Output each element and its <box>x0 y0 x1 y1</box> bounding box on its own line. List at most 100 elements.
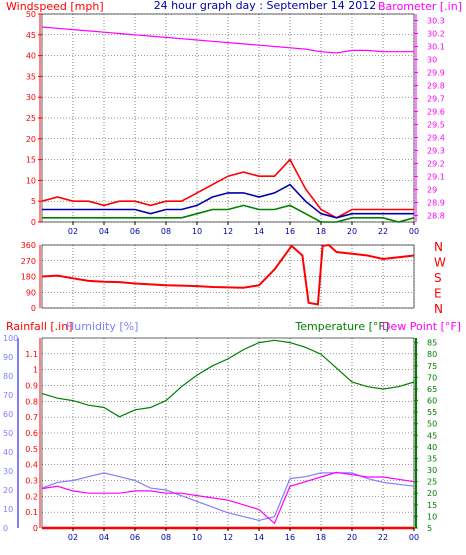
humidity-series <box>41 472 415 522</box>
barometer-axis-title: Barometer [.in] <box>378 0 462 13</box>
x-tick-label: 22 <box>378 227 388 236</box>
temperature-tick-label: 35 <box>427 454 437 463</box>
temperature-series <box>41 339 415 418</box>
windspeed-tick-label: 35 <box>26 72 36 81</box>
barometer-tick-label: 30.3 <box>427 17 445 26</box>
humidity-tick-label: 0 <box>3 524 8 533</box>
x-tick-label: 22 <box>378 533 388 542</box>
rainfall-tick-label: 0.2 <box>25 492 38 501</box>
wind-barometer-plot: 0 5 10 15 20 25 30 35 40 45 50 28.8 28.9 29 29.1 29.2 29… <box>26 10 445 236</box>
temperature-tick-label: 65 <box>427 385 437 394</box>
windspeed-tick-label: 40 <box>26 52 36 61</box>
humidity-axis-title: Humidity [%] <box>66 320 138 333</box>
x-tick-label: 18 <box>316 533 326 542</box>
windspeed-tick-label: 20 <box>26 135 36 144</box>
x-tick-label: 02 <box>68 227 78 236</box>
rainfall-tick-label: 0.1 <box>25 508 38 517</box>
barometer-tick-label: 30.2 <box>427 30 445 39</box>
windspeed-tick-label: 25 <box>26 114 36 123</box>
barometer-tick-label: 29.7 <box>427 95 445 104</box>
barometer-series <box>41 26 414 54</box>
direction-tick-label: 180 <box>21 273 36 282</box>
windspeed-tick-label: 5 <box>31 197 36 206</box>
x-tick-label: 10 <box>192 227 202 236</box>
compass-label: E <box>434 287 442 301</box>
barometer-tick-label: 29.1 <box>427 173 445 182</box>
windspeed-axis-title: Windspeed [mph] <box>6 0 104 13</box>
rainfall-tick-label: 1.1 <box>25 350 38 359</box>
x-tick-label: 18 <box>316 227 326 236</box>
barometer-tick-label: 28.9 <box>427 199 445 208</box>
humidity-tick-label: 30 <box>3 467 13 476</box>
rain-humidity-temp-plot: 0 0.1 0.2 0.3 0.4 0.5 0.6 0.7 0.8 0.9 1 1.1 0 10 20 30 4… <box>3 334 437 542</box>
x-tick-label: 16 <box>285 227 295 236</box>
barometer-tick-label: 30 <box>427 56 437 65</box>
temperature-tick-label: 70 <box>427 373 437 382</box>
temperature-tick-label: 25 <box>427 478 437 487</box>
x-tick-label: 04 <box>99 227 109 236</box>
direction-series <box>41 243 415 306</box>
humidity-tick-label: 20 <box>3 486 13 495</box>
x-tick-label: 20 <box>347 533 357 542</box>
wind_max-series <box>41 158 414 219</box>
x-tick-label: 08 <box>161 533 171 542</box>
barometer-tick-label: 29.8 <box>427 82 445 91</box>
barometer-tick-label: 29.5 <box>427 121 445 130</box>
direction-tick-label: 360 <box>21 241 36 250</box>
temperature-tick-label: 45 <box>427 431 437 440</box>
page-title: 24 hour graph day : September 14 2012 <box>154 0 377 12</box>
wind_min-series <box>42 204 415 223</box>
temperature-tick-label: 15 <box>427 501 437 510</box>
x-tick-label: 12 <box>223 533 233 542</box>
barometer-tick-label: 29.2 <box>427 160 445 169</box>
rainfall-tick-label: 0.8 <box>25 397 38 406</box>
rainfall-tick-label: 0.9 <box>25 382 38 391</box>
temperature-tick-label: 50 <box>427 420 437 429</box>
windspeed-tick-label: 10 <box>26 176 36 185</box>
temperature-tick-label: 80 <box>427 350 437 359</box>
temperature-tick-label: 30 <box>427 466 437 475</box>
direction-tick-label: 90 <box>26 288 36 297</box>
humidity-tick-label: 10 <box>3 505 13 514</box>
temperature-tick-label: 20 <box>427 489 437 498</box>
rainfall-tick-label: 0.4 <box>25 461 38 470</box>
windspeed-tick-label: 45 <box>26 31 36 40</box>
dewpoint-axis-title: Dew Point [°F] <box>382 320 461 333</box>
rainfall-axis-title: Rainfall [.in] <box>6 320 73 333</box>
direction-tick-label: 270 <box>21 257 36 266</box>
windspeed-tick-label: 30 <box>26 93 36 102</box>
x-tick-label: 14 <box>254 227 264 236</box>
barometer-tick-label: 29.3 <box>427 147 445 156</box>
humidity-tick-label: 60 <box>3 410 13 419</box>
compass-label: N <box>434 302 443 316</box>
windspeed-tick-label: 50 <box>26 10 36 19</box>
barometer-tick-label: 29.6 <box>427 108 445 117</box>
x-tick-label: 10 <box>192 533 202 542</box>
x-tick-label: 12 <box>223 227 233 236</box>
barometer-tick-label: 29.4 <box>427 134 445 143</box>
temperature-tick-label: 60 <box>427 397 437 406</box>
x-tick-label: 16 <box>285 533 295 542</box>
barometer-tick-label: 28.8 <box>427 212 445 221</box>
compass-label: S <box>434 271 442 285</box>
x-tick-label: 06 <box>130 533 140 542</box>
x-tick-label: 20 <box>347 227 357 236</box>
x-tick-label: 08 <box>161 227 171 236</box>
windspeed-tick-label: 0 <box>31 218 36 227</box>
barometer-tick-label: 29 <box>427 186 437 195</box>
direction-tick-label: 0 <box>31 304 36 313</box>
temperature-tick-label: 5 <box>427 524 432 533</box>
x-tick-label: 02 <box>68 533 78 542</box>
temperature-tick-label: 40 <box>427 443 437 452</box>
humidity-tick-label: 70 <box>3 391 13 400</box>
temperature-tick-label: 55 <box>427 408 437 417</box>
temperature-tick-label: 10 <box>427 512 437 521</box>
barometer-tick-label: 30.1 <box>427 43 445 52</box>
humidity-tick-label: 80 <box>3 372 13 381</box>
temperature-tick-label: 75 <box>427 362 437 371</box>
humidity-tick-label: 40 <box>3 448 13 457</box>
